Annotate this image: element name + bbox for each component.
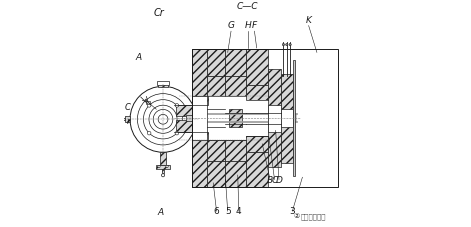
Bar	[268, 105, 281, 131]
Bar	[206, 76, 226, 96]
Bar	[205, 131, 208, 141]
Text: G: G	[227, 21, 235, 30]
Circle shape	[130, 86, 196, 152]
Bar	[226, 141, 245, 160]
Bar	[177, 105, 192, 116]
Text: D: D	[276, 176, 283, 185]
Bar	[192, 49, 338, 187]
Circle shape	[175, 131, 179, 135]
Bar	[156, 81, 170, 85]
Bar	[156, 165, 171, 169]
Circle shape	[166, 165, 168, 168]
Bar	[187, 116, 192, 121]
Circle shape	[158, 165, 160, 168]
Bar	[158, 82, 168, 87]
Circle shape	[147, 131, 151, 135]
Text: 3: 3	[290, 207, 295, 216]
Text: B: B	[267, 176, 273, 185]
Bar	[206, 160, 226, 187]
Bar	[226, 160, 245, 187]
Bar	[183, 114, 298, 122]
Circle shape	[153, 109, 173, 129]
Text: C: C	[125, 103, 131, 111]
Text: 4: 4	[236, 207, 242, 216]
Bar	[281, 109, 293, 127]
Circle shape	[138, 94, 189, 145]
Text: r: r	[127, 117, 130, 126]
Circle shape	[286, 43, 288, 46]
Text: ②: ②	[294, 213, 300, 219]
Circle shape	[149, 105, 177, 133]
Text: Cr: Cr	[153, 8, 164, 18]
Bar	[146, 101, 150, 104]
Bar	[245, 136, 268, 152]
Text: 6: 6	[214, 207, 219, 216]
Circle shape	[147, 104, 151, 107]
Bar	[226, 76, 245, 96]
Bar	[192, 141, 206, 187]
Bar	[229, 109, 242, 127]
Circle shape	[143, 100, 183, 139]
Bar	[206, 141, 226, 160]
Text: C—C: C—C	[237, 2, 259, 11]
Text: H: H	[244, 21, 251, 30]
Bar	[245, 152, 268, 187]
Circle shape	[282, 43, 284, 46]
Bar	[226, 96, 245, 141]
Bar	[121, 118, 125, 120]
Circle shape	[118, 117, 122, 121]
Circle shape	[289, 43, 291, 46]
Bar	[162, 169, 164, 173]
Bar	[245, 49, 268, 85]
Circle shape	[158, 114, 168, 124]
Text: A: A	[158, 208, 164, 217]
Bar	[192, 96, 206, 141]
Text: F: F	[252, 21, 257, 30]
Text: K: K	[306, 16, 312, 25]
Bar	[206, 49, 226, 76]
Circle shape	[175, 104, 179, 107]
Text: 5: 5	[225, 207, 231, 216]
Circle shape	[162, 174, 164, 177]
Bar	[293, 60, 295, 176]
Bar	[281, 74, 293, 163]
Text: C: C	[271, 176, 277, 185]
Text: A: A	[136, 53, 142, 62]
Bar	[226, 49, 245, 76]
Bar	[160, 152, 166, 165]
Bar	[192, 49, 206, 96]
Bar	[206, 96, 226, 141]
Text: 机工机床世界: 机工机床世界	[300, 214, 326, 220]
Bar	[268, 69, 281, 167]
Bar	[125, 116, 130, 122]
Bar	[245, 85, 268, 100]
Bar	[177, 120, 192, 131]
Bar	[205, 96, 208, 105]
Bar	[245, 100, 268, 136]
